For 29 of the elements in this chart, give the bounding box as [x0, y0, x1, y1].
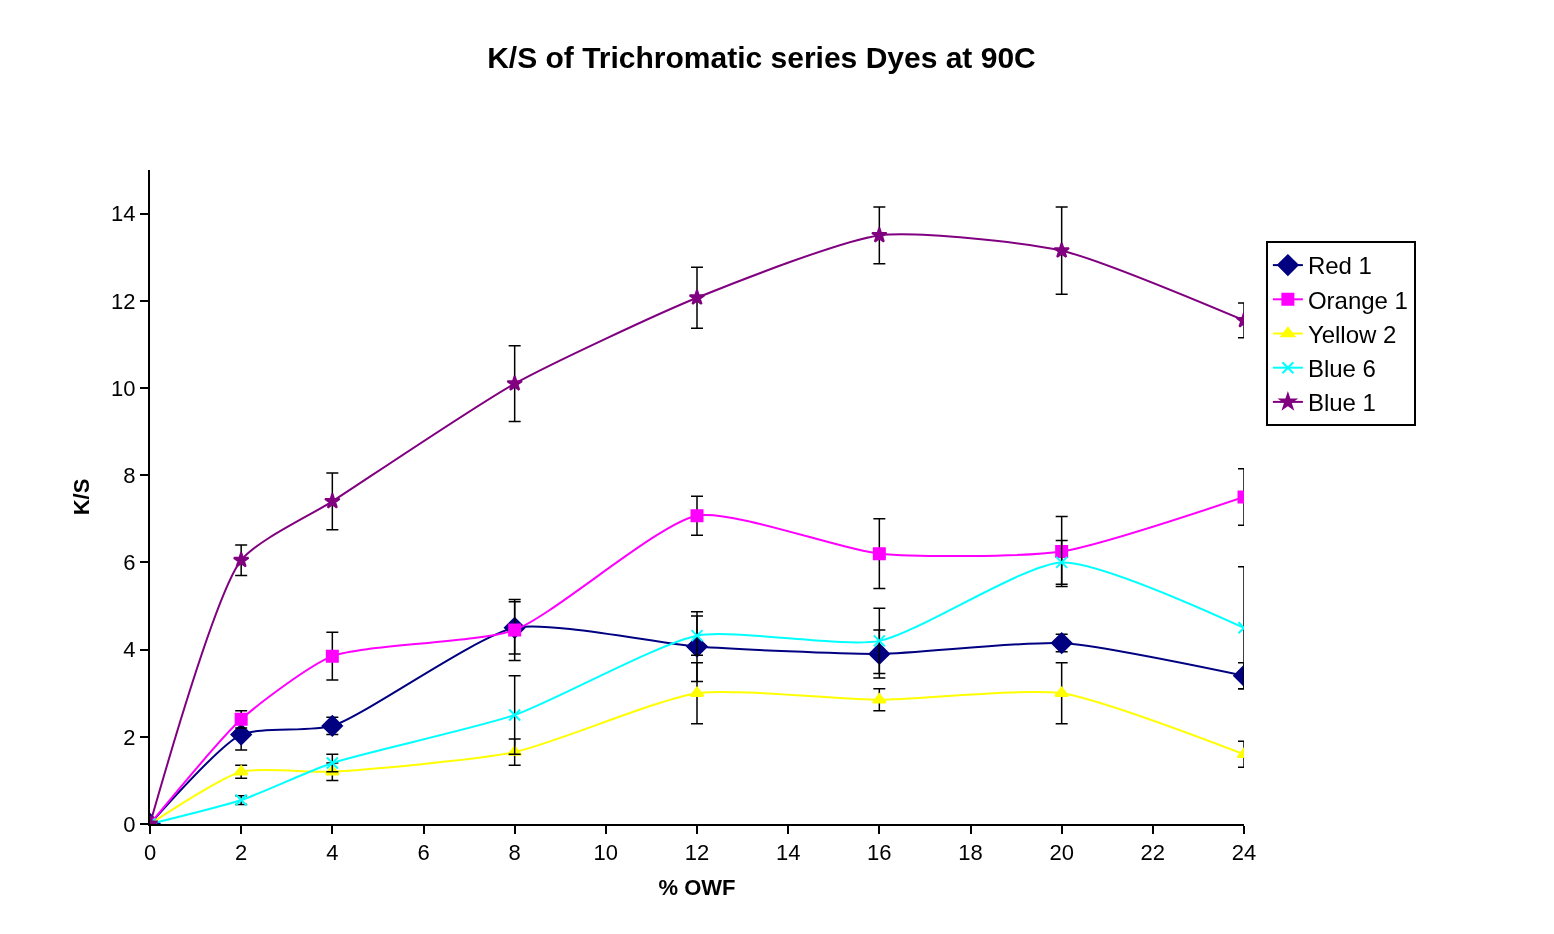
x-tick-label: 0: [143, 840, 157, 866]
x-tick-label: 10: [593, 840, 619, 866]
x-tick-label: 24: [1231, 840, 1257, 866]
legend-label: Red 1: [1307, 252, 1372, 280]
y-tick-label: 8: [123, 462, 136, 488]
legend-label: Orange 1: [1307, 286, 1408, 314]
x-tick-label: 2: [235, 840, 248, 866]
x-tick-label: 22: [1140, 840, 1166, 866]
y-axis-title: K/S: [69, 478, 95, 516]
y-tick-label: 0: [123, 811, 136, 837]
x-tick-label: 14: [775, 840, 801, 866]
y-tick-label: 2: [123, 724, 136, 750]
legend-label: Blue 6: [1307, 355, 1376, 383]
legend-label: Blue 1: [1307, 389, 1376, 417]
y-tick-label: 4: [123, 637, 136, 663]
x-tick-label: 4: [326, 840, 339, 866]
y-tick-label: 10: [111, 375, 136, 401]
chart-title: K/S of Trichromatic series Dyes at 90C: [487, 40, 1036, 74]
legend-label: Yellow 2: [1307, 320, 1397, 348]
y-tick-label: 12: [111, 288, 136, 314]
x-tick-label: 8: [508, 840, 521, 866]
y-tick-label: 6: [123, 550, 136, 576]
x-tick-label: 6: [417, 840, 430, 866]
x-tick-label: 12: [684, 840, 710, 866]
y-tick-label: 14: [111, 201, 136, 227]
x-tick-label: 18: [958, 840, 983, 866]
x-tick-label: 20: [1049, 840, 1074, 866]
x-tick-label: 16: [867, 840, 892, 866]
x-axis-title: % OWF: [658, 874, 736, 900]
